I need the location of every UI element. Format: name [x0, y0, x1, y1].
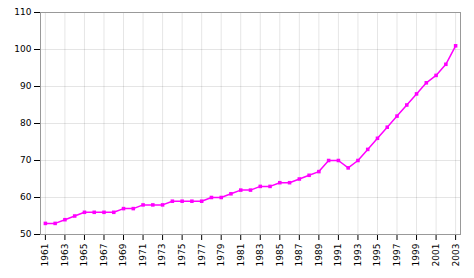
svg-text:110: 110 — [14, 7, 31, 17]
svg-text:1961: 1961 — [40, 244, 50, 267]
svg-text:60: 60 — [20, 192, 32, 202]
svg-text:1973: 1973 — [157, 244, 167, 267]
svg-text:1991: 1991 — [333, 244, 343, 267]
svg-text:1975: 1975 — [177, 244, 187, 267]
svg-text:2003: 2003 — [450, 244, 460, 267]
svg-text:1985: 1985 — [275, 244, 285, 267]
svg-text:1969: 1969 — [118, 243, 128, 266]
svg-text:1977: 1977 — [197, 244, 207, 267]
svg-text:1967: 1967 — [99, 244, 109, 267]
svg-text:1963: 1963 — [60, 244, 70, 267]
svg-text:1999: 1999 — [411, 243, 421, 266]
svg-text:1987: 1987 — [294, 244, 304, 267]
svg-text:1971: 1971 — [138, 244, 148, 267]
svg-text:1989: 1989 — [314, 243, 324, 266]
svg-text:1983: 1983 — [255, 244, 265, 267]
svg-text:100: 100 — [14, 44, 31, 54]
svg-text:1997: 1997 — [392, 244, 402, 267]
svg-text:1965: 1965 — [79, 244, 89, 267]
svg-text:50: 50 — [20, 229, 32, 239]
svg-text:70: 70 — [20, 155, 32, 165]
svg-text:90: 90 — [20, 81, 32, 91]
svg-text:1979: 1979 — [216, 243, 226, 266]
svg-text:1993: 1993 — [353, 244, 363, 267]
svg-text:2001: 2001 — [431, 244, 441, 267]
svg-text:1995: 1995 — [372, 244, 382, 267]
svg-text:1981: 1981 — [236, 244, 246, 267]
svg-text:80: 80 — [20, 118, 32, 128]
